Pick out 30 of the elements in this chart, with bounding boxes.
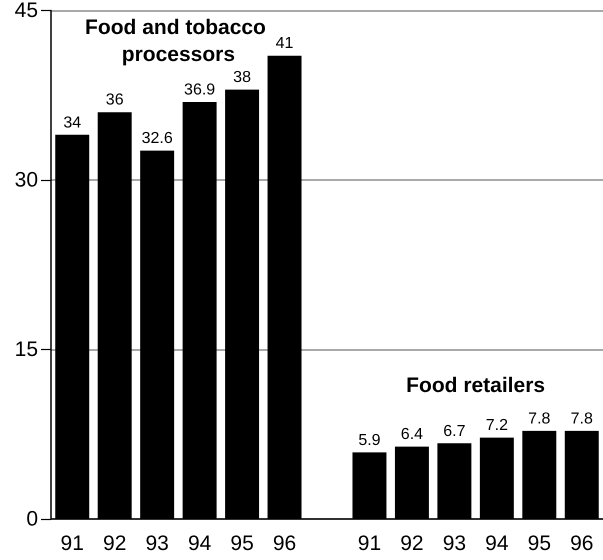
x-tick-label: 93 — [442, 532, 466, 555]
x-tick-label: 94 — [188, 532, 212, 555]
data-label: 32.6 — [142, 130, 173, 148]
x-tick-label: 95 — [230, 532, 254, 555]
y-tick-label: 15 — [14, 338, 38, 361]
y-tick-label: 30 — [14, 168, 38, 192]
data-label: 7.8 — [570, 410, 593, 428]
x-tick-label: 93 — [145, 532, 169, 555]
data-label: 34 — [63, 114, 82, 132]
x-tick-label: 94 — [485, 532, 509, 555]
x-tick-label: 92 — [400, 532, 424, 555]
x-tick-label: 91 — [358, 532, 382, 555]
data-label: 6.7 — [443, 422, 466, 440]
data-label: 7.8 — [528, 410, 551, 428]
y-tick-label: 0 — [26, 508, 38, 530]
x-tick-label: 91 — [60, 532, 84, 555]
x-tick-label: 95 — [528, 532, 551, 555]
data-label: 36 — [106, 92, 124, 109]
data-label: 7.2 — [486, 417, 508, 434]
data-label: 6.4 — [400, 426, 424, 444]
data-label: 5.9 — [358, 432, 381, 449]
annotation: Food retailers — [406, 374, 546, 397]
data-label: 38 — [233, 69, 252, 86]
data-label: 41 — [276, 35, 294, 52]
annotation: Food and tobacco processors — [85, 16, 272, 66]
x-tick-label: 96 — [570, 532, 594, 555]
data-label: 36.9 — [184, 82, 216, 99]
x-tick-label: 92 — [103, 532, 126, 555]
y-tick-label: 45 — [14, 0, 38, 22]
x-tick-label: 96 — [272, 532, 296, 555]
